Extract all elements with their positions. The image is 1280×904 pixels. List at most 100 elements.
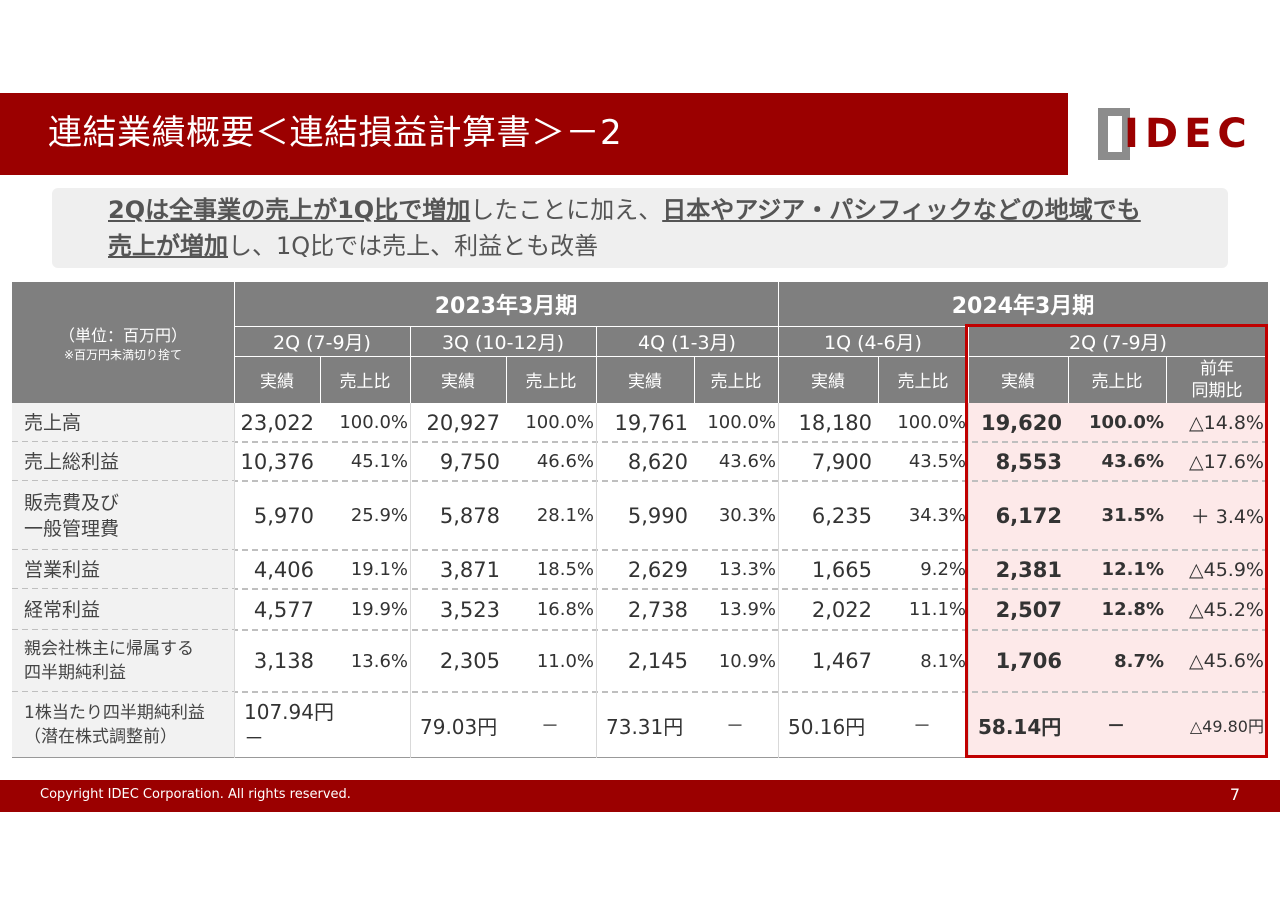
actual-value: 10,376 (240, 449, 314, 474)
page-number: 7 (1229, 785, 1240, 804)
actual-value: 2,507 (995, 597, 1062, 622)
ratio-value: 16.8% (536, 599, 594, 620)
footer-bar: Copyright IDEC Corporation. All rights r… (0, 780, 1280, 812)
ratio-value: 31.5% (1101, 505, 1164, 526)
actual-value: 5,970 (253, 503, 314, 528)
actual-header: 実績 (410, 356, 506, 403)
ratio-value: 19.9% (350, 599, 408, 620)
fy2023-header: 2023年3月期 (234, 282, 778, 326)
ratio-value: － (726, 716, 744, 737)
income-statement-table: （単位：百万円） ※百万円未満切り捨て 2023年3月期 2024年3月期 2Q (7-… (12, 282, 1268, 758)
actual-value: 73.31円 (606, 714, 684, 739)
row-label: 売上総利益 (12, 442, 234, 481)
row-label: 営業利益 (12, 550, 234, 589)
actual-header: 実績 (596, 356, 694, 403)
actual-value: 7,900 (811, 449, 872, 474)
summary-highlight-3: 売上が増加 (108, 232, 228, 260)
actual-value: 5,990 (627, 503, 688, 528)
actual-value: 6,172 (995, 503, 1062, 528)
highlight-fill (968, 403, 1268, 758)
actual-value: 79.03円 (420, 714, 498, 739)
ratio-value: 11.1% (908, 599, 966, 620)
quarter-header: 2Q (7-9月) (968, 326, 1268, 356)
quarter-header: 1Q (4-6月) (778, 326, 968, 356)
yoy-value: △14.8% (1189, 411, 1264, 434)
summary-line-2: 売上が増加し、1Q比では売上、利益とも改善 (108, 228, 598, 264)
actual-value: 23,022 (240, 410, 314, 435)
ratio-value: 100.0% (525, 412, 594, 433)
ratio-value: － (541, 716, 559, 737)
quarter-header: 3Q (10-12月) (410, 326, 596, 356)
ratio-value: 30.3% (718, 505, 776, 526)
actual-header: 実績 (968, 356, 1068, 403)
ratio-value: 100.0% (1089, 412, 1164, 433)
actual-value: 3,871 (439, 557, 500, 582)
actual-value: 19,761 (614, 410, 688, 435)
ratio-value: 8.1% (920, 650, 966, 672)
logo-text: IDEC (1124, 111, 1253, 157)
actual-value: 2,145 (627, 649, 688, 673)
yoy-value: ＋ 3.4% (1190, 506, 1264, 528)
actual-value: 2,381 (995, 557, 1062, 582)
summary-text-2: し、1Q比では売上、利益とも改善 (228, 232, 599, 260)
actual-value: 1,706 (995, 649, 1062, 673)
actual-value: 50.16円 (788, 714, 866, 739)
actual-value: 2,305 (439, 649, 500, 673)
ratio-value: 43.5% (908, 451, 966, 472)
ratio-value: 25.9% (350, 505, 408, 526)
actual-value: 2,629 (627, 557, 688, 582)
ratio-value: 46.6% (536, 451, 594, 472)
yoy-value: △49.80円 (1189, 717, 1264, 736)
ratio-value: 13.9% (718, 599, 776, 620)
row-label: 経常利益 (12, 589, 234, 630)
unit-label: （単位：百万円） ※百万円未満切り捨て (12, 282, 234, 403)
ratio-value: 9.2% (920, 559, 966, 580)
row-label: 1株当たり四半期純利益 （潜在株式調整前） (12, 692, 234, 758)
actual-value: 1,467 (811, 649, 872, 673)
row-label: 売上高 (12, 403, 234, 442)
ratio-value: 13.3% (718, 559, 776, 580)
actual-value: 4,406 (253, 557, 314, 582)
yoy-value: △45.6% (1189, 650, 1264, 672)
actual-value: 2,022 (811, 597, 872, 622)
ratio-value: 100.0% (897, 412, 966, 433)
summary-highlight-2: 日本やアジア・パシフィックなどの地域でも (662, 196, 1141, 224)
quarter-header: 4Q (1-3月) (596, 326, 778, 356)
ratio-value: 100.0% (339, 412, 408, 433)
actual-value: 8,553 (995, 449, 1062, 474)
highlight-frame (965, 324, 1268, 758)
yoy-header: 前年 同期比 (1166, 356, 1268, 403)
yoy-value: △45.2% (1189, 598, 1264, 621)
page-title: 連結業績概要＜連結損益計算書＞－2 (48, 113, 623, 153)
ratio-value: 100.0% (707, 412, 776, 433)
ratio-value: 13.6% (350, 650, 408, 672)
actual-value: 6,235 (811, 503, 872, 528)
actual-value: 19,620 (980, 410, 1062, 435)
actual-value: 107.94円 － (244, 700, 334, 750)
idec-logo: IDEC (1098, 108, 1248, 160)
ratio-value: 18.5% (536, 559, 594, 580)
ratio-value: 19.1% (350, 559, 408, 580)
ratio-value: 45.1% (350, 451, 408, 472)
ratio-value: 10.9% (718, 650, 776, 672)
ratio-value: 11.0% (536, 650, 594, 672)
summary-highlight-1: 2Qは全事業の売上が1Q比で増加 (108, 196, 471, 224)
actual-value: 8,620 (627, 449, 688, 474)
quarter-header: 2Q (7-9月) (234, 326, 410, 356)
fy2024-header: 2024年3月期 (778, 282, 1268, 326)
row-label: 親会社株主に帰属する 四半期純利益 (12, 630, 234, 692)
actual-value: 9,750 (439, 449, 500, 474)
actual-value: 3,138 (253, 649, 314, 673)
actual-value: 20,927 (426, 410, 500, 435)
row-label: 販売費及び 一般管理費 (12, 481, 234, 550)
ratio-header: 売上比 (1068, 356, 1166, 403)
ratio-value (320, 692, 410, 758)
ratio-value: 12.8% (1101, 599, 1164, 620)
summary-box: 2Qは全事業の売上が1Q比で増加したことに加え、日本やアジア・パシフィックなどの… (52, 188, 1228, 268)
summary-text-1: したことに加え、 (470, 196, 663, 224)
unit-note: ※百万円未満切り捨て (63, 348, 183, 362)
ratio-header: 売上比 (878, 356, 968, 403)
copyright-text: Copyright IDEC Corporation. All rights r… (40, 787, 351, 802)
ratio-header: 売上比 (506, 356, 596, 403)
ratio-value: 43.6% (1101, 451, 1164, 472)
